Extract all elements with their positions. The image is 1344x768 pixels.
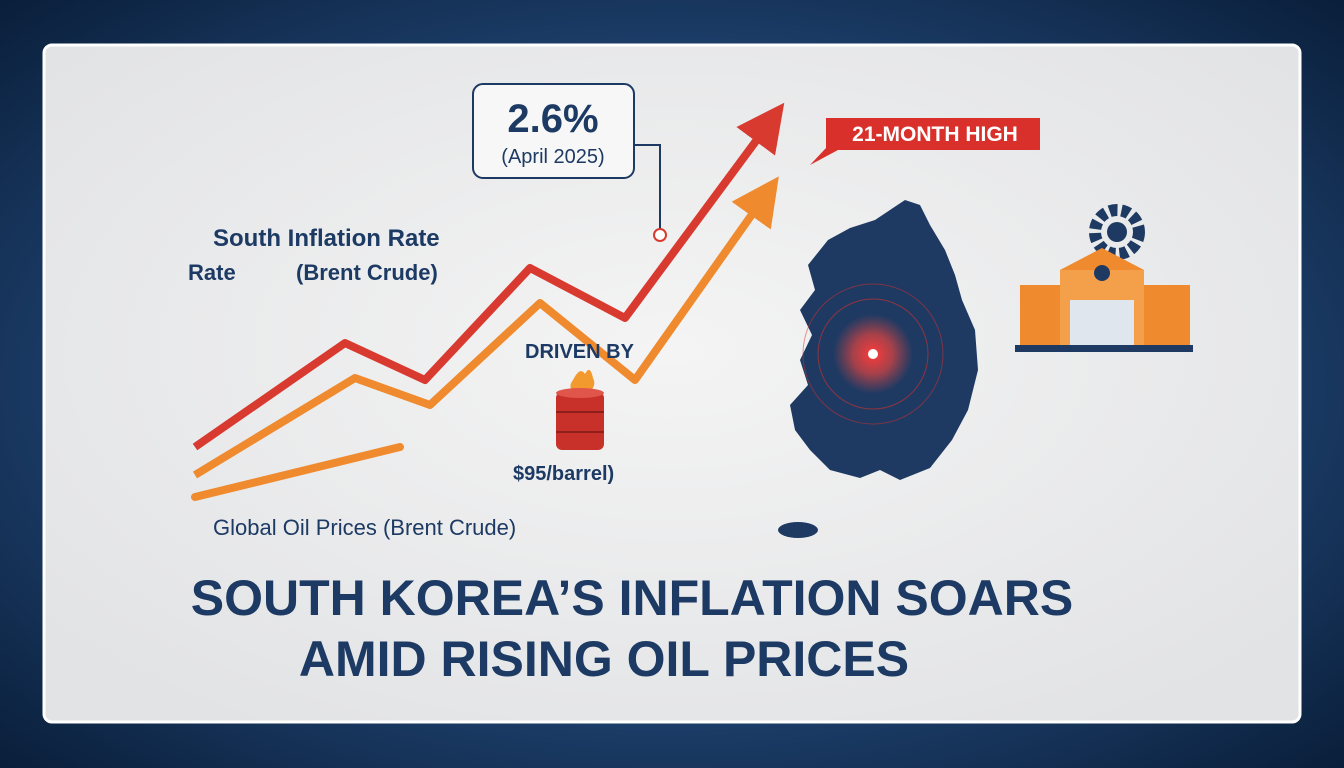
oil-label: Global Oil Prices (Brent Crude) bbox=[213, 515, 516, 540]
callout-point bbox=[653, 228, 667, 242]
badge-text: 21-MONTH HIGH bbox=[852, 123, 1018, 146]
inflation-trend-line bbox=[192, 102, 785, 451]
rate-label: Rate bbox=[188, 260, 236, 285]
driven-label: DRIVEN BY bbox=[525, 341, 635, 363]
headline-line-1: SOUTH KOREA’S INFLATION SOARS bbox=[191, 570, 1073, 626]
callout-connector bbox=[634, 144, 661, 229]
card bbox=[42, 43, 1302, 724]
callout-date: (April 2025) bbox=[501, 146, 604, 168]
oil-barrel bbox=[556, 369, 604, 450]
oil-short-line bbox=[191, 443, 404, 501]
brent-label: (Brent Crude) bbox=[296, 260, 438, 285]
oil-trend-line bbox=[192, 176, 779, 479]
badge-shape bbox=[810, 118, 1040, 165]
callout-box bbox=[472, 83, 635, 179]
korea-map bbox=[778, 200, 978, 538]
inflation-label: South Inflation Rate bbox=[213, 225, 440, 252]
price-label: $95/barrel) bbox=[513, 463, 614, 485]
callout-value: 2.6% bbox=[507, 97, 598, 141]
headline-line-2: AMID RISING OIL PRICES bbox=[299, 631, 909, 687]
building-icon bbox=[1015, 204, 1193, 352]
